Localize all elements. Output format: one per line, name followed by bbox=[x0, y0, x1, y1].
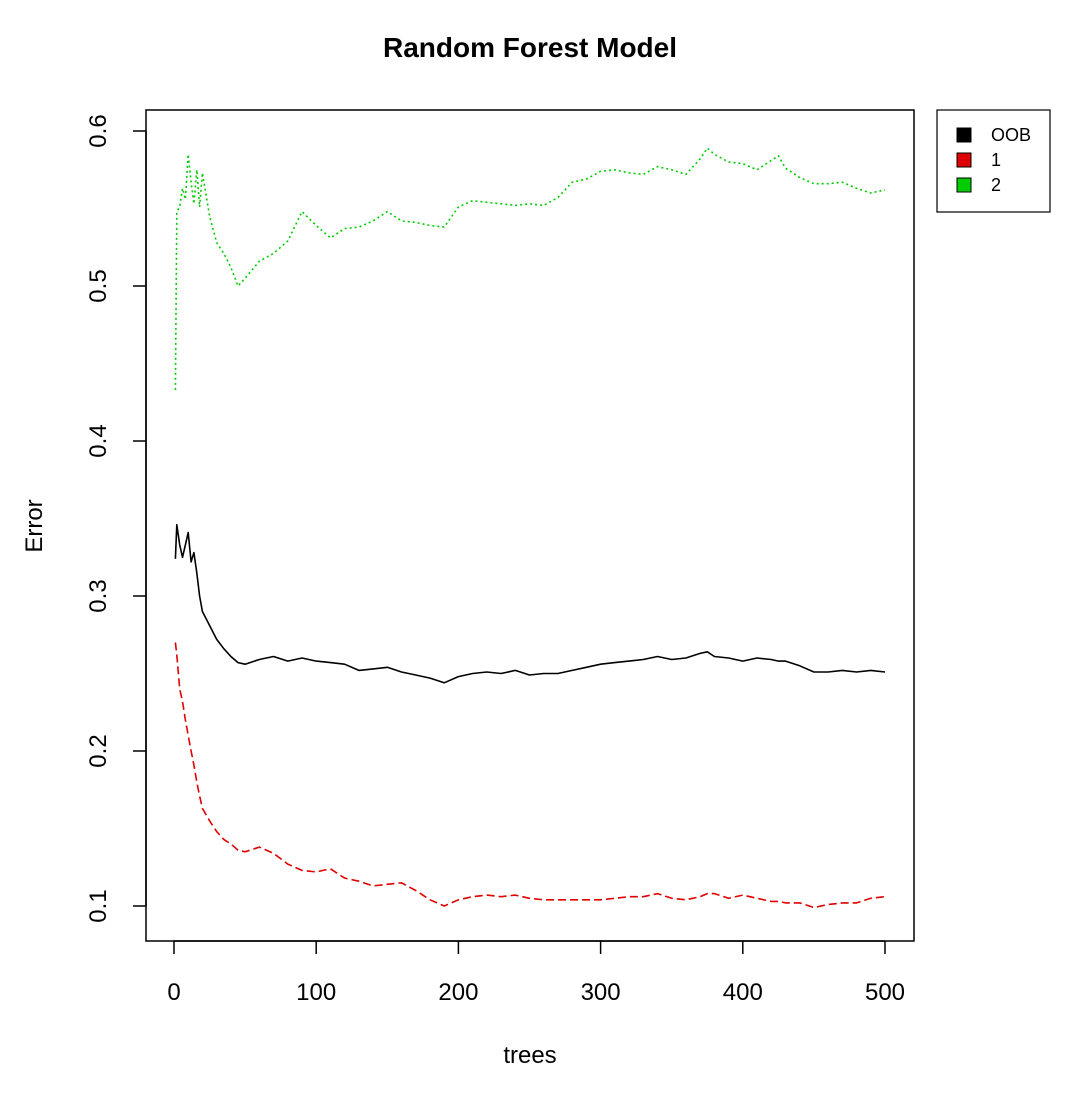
y-tick-label: 0.5 bbox=[85, 269, 112, 302]
legend-swatch bbox=[956, 152, 972, 168]
x-tick-label: 100 bbox=[296, 979, 336, 1006]
series-line-class-2 bbox=[174, 147, 886, 390]
x-tick-label: 500 bbox=[865, 979, 905, 1006]
legend-box bbox=[936, 109, 1051, 213]
y-tick-label: 0.3 bbox=[85, 579, 112, 612]
x-tick-label: 300 bbox=[581, 979, 621, 1006]
plot-frame bbox=[145, 109, 915, 942]
x-tick-label: 0 bbox=[167, 979, 180, 1006]
legend-swatch bbox=[956, 177, 972, 193]
series-lines bbox=[174, 147, 886, 909]
x-tick-label: 200 bbox=[438, 979, 478, 1006]
x-axis-ticks: 0 100 200 300 400 500 bbox=[167, 941, 905, 1006]
y-axis-ticks: 0.1 0.2 0.3 0.4 0.5 0.6 bbox=[85, 114, 146, 923]
legend-label: 2 bbox=[991, 175, 1001, 195]
series-line-oob bbox=[174, 523, 886, 684]
legend-label: OOB bbox=[991, 125, 1031, 145]
y-tick-label: 0.6 bbox=[85, 114, 112, 147]
y-tick-label: 0.4 bbox=[85, 424, 112, 457]
x-tick-label: 400 bbox=[723, 979, 763, 1006]
legend-swatch bbox=[956, 127, 972, 143]
legend-label: 1 bbox=[991, 150, 1001, 170]
y-axis-label: Error bbox=[21, 499, 48, 552]
series-line-class-1 bbox=[174, 642, 886, 909]
legend: OOB 1 2 bbox=[936, 109, 1051, 213]
y-tick-label: 0.2 bbox=[85, 734, 112, 767]
chart-title: Random Forest Model bbox=[383, 32, 677, 63]
y-tick-label: 0.1 bbox=[85, 889, 112, 922]
x-axis-label: trees bbox=[503, 1042, 556, 1069]
